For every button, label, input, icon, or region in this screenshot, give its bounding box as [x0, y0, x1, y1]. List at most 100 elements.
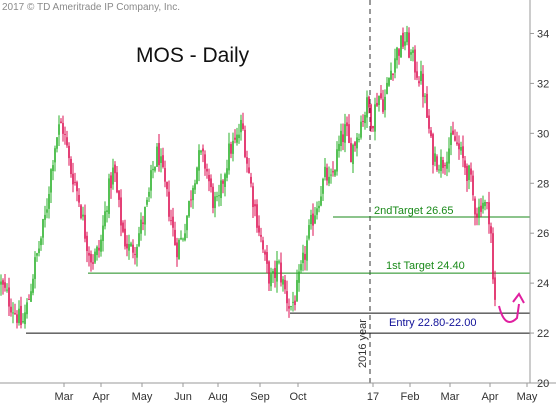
candle-body [336, 149, 338, 172]
candle-body [206, 168, 208, 172]
candle-body [40, 238, 42, 246]
candle-body [84, 214, 86, 239]
candle-body [162, 155, 164, 168]
candle-body [146, 199, 148, 205]
candle-body [468, 165, 470, 181]
x-tick-label: May [517, 391, 538, 403]
candle-body [22, 321, 24, 323]
copyright-text: 2017 © TD Ameritrade IP Company, Inc. [2, 2, 181, 13]
candle-body [260, 234, 262, 237]
candle-body [88, 252, 90, 256]
candle-body [6, 289, 8, 291]
candle-body [20, 305, 22, 325]
candle-body [58, 124, 60, 135]
x-tick-label: Apr [481, 391, 498, 403]
candle-body [232, 140, 234, 154]
candle-body [194, 183, 196, 190]
candle-body [212, 186, 214, 208]
candle-body [266, 252, 268, 264]
candle-body [432, 134, 434, 165]
y-tick-label: 28 [537, 178, 549, 190]
candle-body [442, 160, 444, 168]
candle-body [360, 121, 362, 138]
candle-body [222, 180, 224, 184]
candle-body [402, 32, 404, 47]
candle-body [182, 238, 184, 240]
candle-body [294, 300, 296, 306]
candle-body [78, 194, 80, 203]
candle-body [332, 171, 334, 173]
candle-body [156, 146, 158, 167]
candle-body [338, 143, 340, 151]
candle-body [406, 32, 408, 43]
candle-body [486, 202, 488, 204]
candle-body [236, 134, 238, 143]
candle-body [190, 199, 192, 201]
candle-body [62, 122, 64, 134]
candle-body [186, 215, 188, 231]
candle-body [128, 244, 130, 251]
bounce-arrow-head [512, 292, 525, 304]
candle-body [298, 271, 300, 283]
candle-body [204, 154, 206, 169]
candle-body [16, 314, 18, 323]
candle-body [322, 178, 324, 194]
candle-body [474, 198, 476, 215]
y-tick-label: 32 [537, 78, 549, 90]
candle-body [428, 115, 430, 129]
candle-body [276, 261, 278, 282]
candle-body [376, 102, 378, 106]
candle-body [358, 138, 360, 140]
candle-body [350, 143, 352, 163]
candle-body [306, 240, 308, 261]
candle-body [262, 240, 264, 250]
bounce-arrow [498, 303, 520, 323]
candle-body [400, 35, 402, 58]
candle-body [112, 167, 114, 185]
candle-body [274, 268, 276, 278]
candle-body [164, 168, 166, 182]
y-tick-label: 26 [537, 228, 549, 240]
candle-body [354, 142, 356, 146]
x-tick-label: May [132, 391, 153, 403]
candle-body [438, 169, 440, 171]
candle-body [264, 251, 266, 255]
candle-body [450, 132, 452, 145]
candle-body [96, 246, 98, 256]
candle-body [478, 206, 480, 218]
candle-body [290, 306, 292, 308]
candle-body [224, 174, 226, 188]
candle-body [132, 244, 134, 253]
candle-body [364, 115, 366, 124]
candle-body [4, 282, 6, 288]
x-tick-label: Apr [92, 391, 109, 403]
candle-body [90, 253, 92, 263]
candle-body [326, 167, 328, 181]
candle-body [38, 248, 40, 254]
candle-body [310, 214, 312, 225]
candle-body [418, 81, 420, 84]
x-tick-label: Feb [401, 391, 420, 403]
candle-body [122, 222, 124, 232]
candle-body [484, 202, 486, 207]
candle-body [44, 214, 46, 220]
candle-body [366, 97, 368, 118]
candle-body [490, 226, 492, 234]
candle-body [140, 219, 142, 234]
candle-body [114, 164, 116, 174]
x-tick-label: Jun [174, 391, 192, 403]
candle-body [170, 220, 172, 222]
candle-body [64, 133, 66, 135]
candle-body [124, 228, 126, 247]
candle-body [444, 165, 446, 167]
candle-body [240, 119, 242, 133]
candle-body [32, 278, 34, 293]
candle-body [46, 209, 48, 213]
candle-body [134, 253, 136, 255]
candle-body [420, 71, 422, 82]
candle-body [302, 252, 304, 264]
candle-body [424, 95, 426, 97]
x-tick-label: Sep [250, 391, 270, 403]
candle-body [476, 213, 478, 218]
